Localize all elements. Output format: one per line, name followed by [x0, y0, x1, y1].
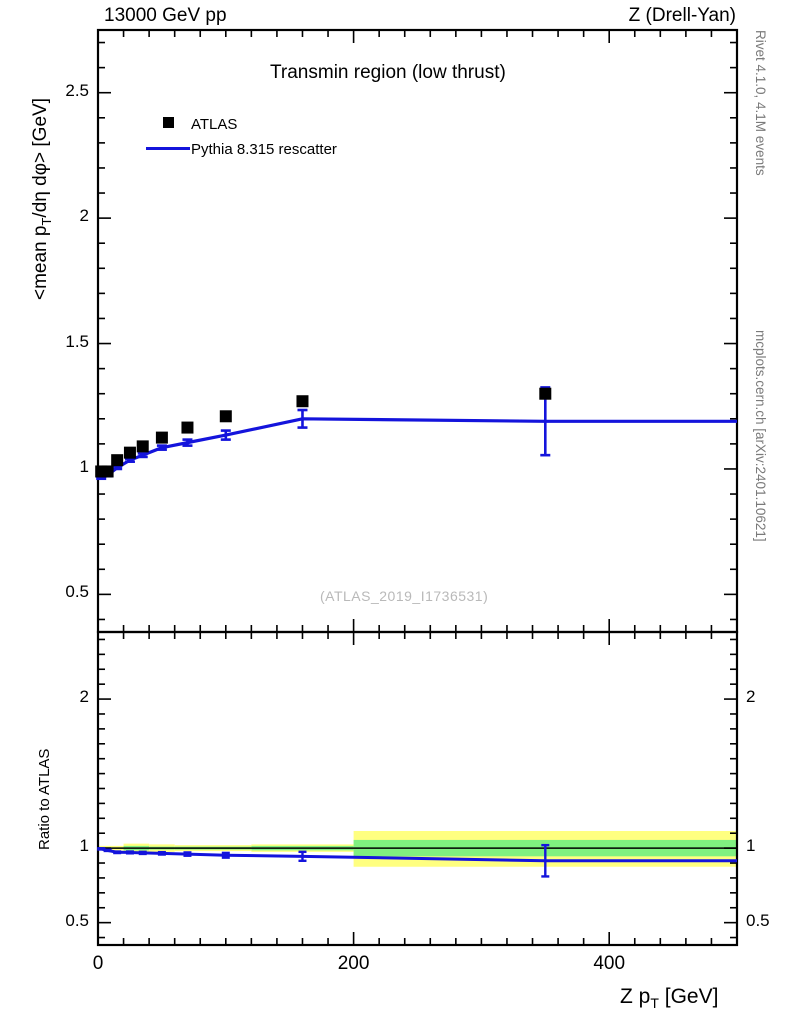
mc-line [99, 417, 547, 480]
data-point-marker [101, 465, 114, 478]
x-axis-label: Z pT [GeV] [620, 985, 719, 1012]
data-point-marker [136, 440, 149, 453]
legend-label-pythia: Pythia 8.315 rescatter [191, 140, 337, 158]
panel-title: Transmin region (low thrust) [270, 62, 506, 83]
data-point-marker [539, 387, 552, 400]
ratio-mc-line [100, 847, 546, 863]
legend: ATLAS Pythia 8.315 rescatter [145, 112, 337, 162]
legend-marker-square-icon [145, 115, 191, 133]
data-point-marker [296, 395, 309, 408]
legend-item-atlas[interactable]: ATLAS [145, 112, 337, 136]
header-beam-label: 13000 GeV pp [104, 5, 227, 26]
legend-item-pythia[interactable]: Pythia 8.315 rescatter [145, 136, 337, 162]
legend-marker-line-icon [145, 140, 191, 158]
data-point-marker [219, 410, 232, 423]
ratio-panel-frame [96, 630, 739, 947]
data-point-marker [111, 454, 124, 467]
legend-label-atlas: ATLAS [191, 115, 238, 133]
header-process-label: Z (Drell-Yan) [628, 5, 736, 26]
analysis-watermark: (ATLAS_2019_I1736531) [320, 588, 489, 604]
data-point-marker [123, 446, 136, 459]
main-panel-frame [96, 28, 739, 634]
data-point-marker [155, 431, 168, 444]
data-point-marker [181, 421, 194, 434]
